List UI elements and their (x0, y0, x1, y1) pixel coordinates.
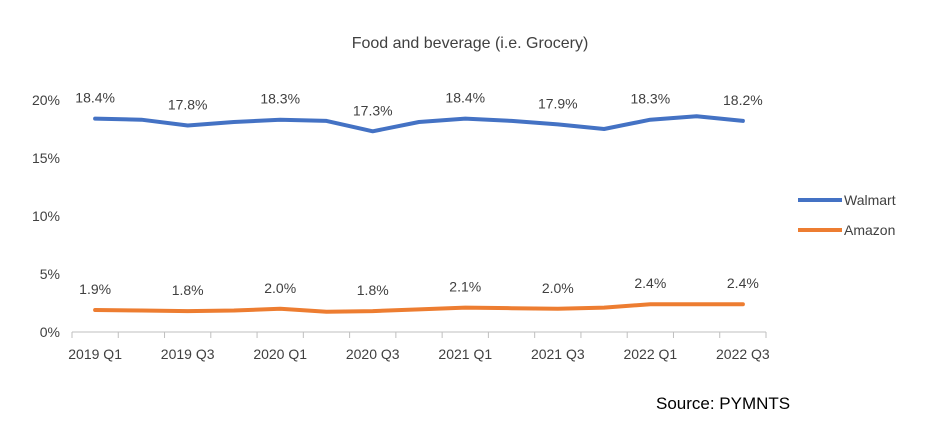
x-tick-label: 2019 Q3 (161, 346, 215, 362)
amazon-data-label: 2.0% (264, 280, 296, 296)
x-tick-label: 2021 Q3 (531, 346, 585, 362)
amazon-data-label: 1.9% (79, 281, 111, 297)
x-tick-label: 2020 Q1 (253, 346, 307, 362)
x-tick-label: 2021 Q1 (438, 346, 492, 362)
walmart-data-label: 18.3% (260, 91, 300, 107)
x-tick-label: 2022 Q3 (716, 346, 770, 362)
walmart-line (93, 114, 745, 134)
walmart-data-label: 18.3% (630, 91, 670, 107)
walmart-data-label: 18.4% (445, 90, 485, 106)
legend: Walmart Amazon (798, 192, 896, 238)
x-tick-label: 2020 Q3 (346, 346, 400, 362)
walmart-data-label: 17.3% (353, 102, 393, 118)
y-tick-label: 0% (40, 324, 60, 340)
walmart-data-label: 17.9% (538, 95, 578, 111)
walmart-data-label: 18.2% (723, 92, 763, 108)
amazon-data-label: 2.4% (634, 275, 666, 291)
y-tick-label: 15% (32, 150, 60, 166)
legend-label-amazon: Amazon (844, 222, 895, 238)
y-tick-label: 10% (32, 208, 60, 224)
walmart-data-label: 17.8% (168, 97, 208, 113)
amazon-data-label: 2.0% (542, 280, 574, 296)
series-group: 18.4% 17.8% 18.3% 17.3% 18.4% 17.9% 18.3% 18.2%… (75, 90, 763, 314)
walmart-data-label: 18.4% (75, 90, 115, 106)
x-tick-label: 2022 Q1 (623, 346, 677, 362)
y-tick-label: 5% (40, 266, 60, 282)
x-tick-label: 2019 Q1 (68, 346, 122, 362)
legend-label-walmart: Walmart (844, 192, 896, 208)
y-tick-label: 20% (32, 92, 60, 108)
amazon-line (93, 302, 745, 314)
amazon-data-label: 1.8% (172, 282, 204, 298)
amazon-data-label: 2.4% (727, 275, 759, 291)
chart-title: Food and beverage (i.e. Grocery) (352, 35, 589, 52)
x-axis: 2019 Q1 2019 Q3 2020 Q1 2020 Q3 2021 Q1 2021 … (68, 332, 770, 362)
amazon-data-label: 2.1% (449, 279, 481, 295)
y-axis: 0% 5% 10% 15% 20% (32, 92, 60, 340)
amazon-data-label: 1.8% (357, 282, 389, 298)
source-note: Source: PYMNTS (656, 394, 791, 413)
